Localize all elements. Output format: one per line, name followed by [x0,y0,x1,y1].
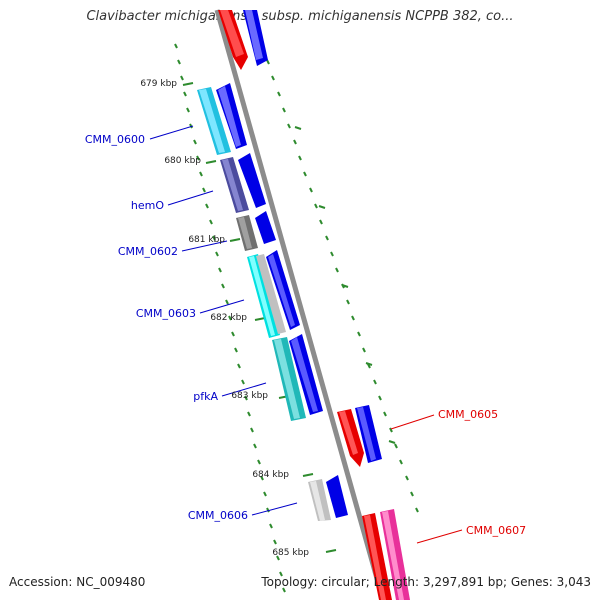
gene-CMM_0605[interactable] [337,409,364,467]
gene-CMM_0600[interactable] [197,87,231,155]
gene-label-CMM_0602[interactable]: CMM_0602 [118,245,178,258]
right-tick-track [261,43,419,513]
label-leaders [149,125,463,544]
gene-arrow[interactable] [266,250,300,330]
gene-arrow[interactable] [243,10,268,66]
kbp-tick-label: 681 kbp [188,235,225,245]
gene-arrow[interactable] [256,254,286,334]
gene-arrow[interactable] [216,83,247,149]
gene-arrow[interactable] [238,153,266,208]
gene-CMM_0603[interactable] [247,254,280,338]
genome-stats-text: Topology: circular; Length: 3,297,891 bp… [261,575,591,589]
gene-arrow[interactable] [380,509,410,600]
gene-CMM_0607[interactable] [362,513,392,600]
gene-label-pfkA[interactable]: pfkA [193,390,218,403]
gene-label-CMM_0606[interactable]: CMM_0606 [188,509,248,522]
gene-CMM_0602[interactable] [236,215,258,251]
accession-text: Accession: NC_009480 [9,575,146,589]
left-tick-track [174,43,337,593]
map-title: Clavibacter michiganensis subsp. michiga… [86,9,514,24]
kbp-tick-label: 684 kbp [252,470,289,480]
gene-arrow[interactable] [326,475,348,518]
gene-pfkA[interactable] [272,337,306,421]
kbp-tick-label: 682 kbp [210,313,247,323]
kbp-tick-label: 680 kbp [164,156,201,166]
gene-CMM_0606[interactable] [308,479,331,521]
gene-label-CMM_0600[interactable]: CMM_0600 [85,133,145,146]
gene-arrow[interactable] [355,405,382,463]
gene-label-CMM_0603[interactable]: CMM_0603 [136,307,196,320]
gene-arrow[interactable] [218,10,248,70]
genome-backbone [214,9,386,600]
kbp-tick-label: 685 kbp [272,548,309,558]
gene-arrow[interactable] [255,211,276,244]
kbp-tick-label: 679 kbp [140,79,177,89]
gene-hemO[interactable] [220,157,249,213]
gene-label-CMM_0607[interactable]: CMM_0607 [466,524,526,537]
gene-arrow[interactable] [289,334,323,415]
gene-label-CMM_0605[interactable]: CMM_0605 [438,408,498,421]
kbp-tick-label: 683 kbp [231,391,268,401]
gene-label-hemO[interactable]: hemO [131,199,164,212]
